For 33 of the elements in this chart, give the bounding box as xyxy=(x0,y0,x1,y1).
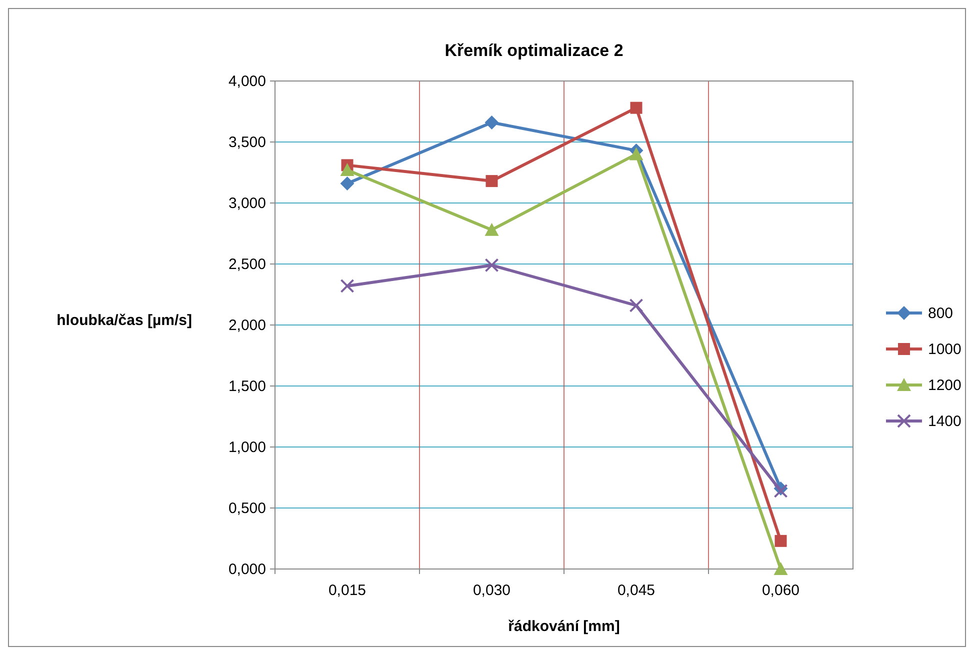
point xyxy=(484,222,499,236)
legend-label: 800 xyxy=(928,305,954,322)
point xyxy=(484,115,499,130)
point xyxy=(484,258,499,272)
point xyxy=(629,147,644,160)
point xyxy=(774,484,788,498)
chart-title: Křemík optimalizace 2 xyxy=(444,41,624,60)
y-tick-label: 3,500 xyxy=(228,134,266,151)
x-tick-label: 0,015 xyxy=(328,582,366,599)
point xyxy=(340,278,354,293)
x-axis-title: řádkování [mm] xyxy=(508,618,620,635)
point xyxy=(340,163,354,176)
legend-label: 1200 xyxy=(928,377,962,394)
point xyxy=(774,534,787,547)
y-tick-label: 0,500 xyxy=(228,500,266,517)
point xyxy=(774,562,788,575)
y-axis-title: hloubka/čas [µm/s] xyxy=(56,312,192,329)
y-tick-label: 2,000 xyxy=(228,317,266,334)
y-tick-label: 1,500 xyxy=(228,378,266,395)
point xyxy=(486,175,498,188)
legend-label: 1000 xyxy=(928,341,962,358)
y-tick-label: 2,500 xyxy=(228,256,266,273)
y-tick-label: 1,000 xyxy=(228,439,266,456)
point xyxy=(340,176,354,190)
point xyxy=(630,102,642,114)
point xyxy=(629,298,644,312)
legend-label: 1400 xyxy=(928,413,962,430)
y-tick-label: 0,000 xyxy=(228,561,266,578)
x-tick-label: 0,045 xyxy=(617,582,656,599)
y-tick-label: 4,000 xyxy=(228,73,266,90)
y-tick-label: 3,000 xyxy=(228,195,266,212)
x-tick-label: 0,030 xyxy=(472,582,511,599)
x-tick-label: 0,060 xyxy=(762,582,800,599)
